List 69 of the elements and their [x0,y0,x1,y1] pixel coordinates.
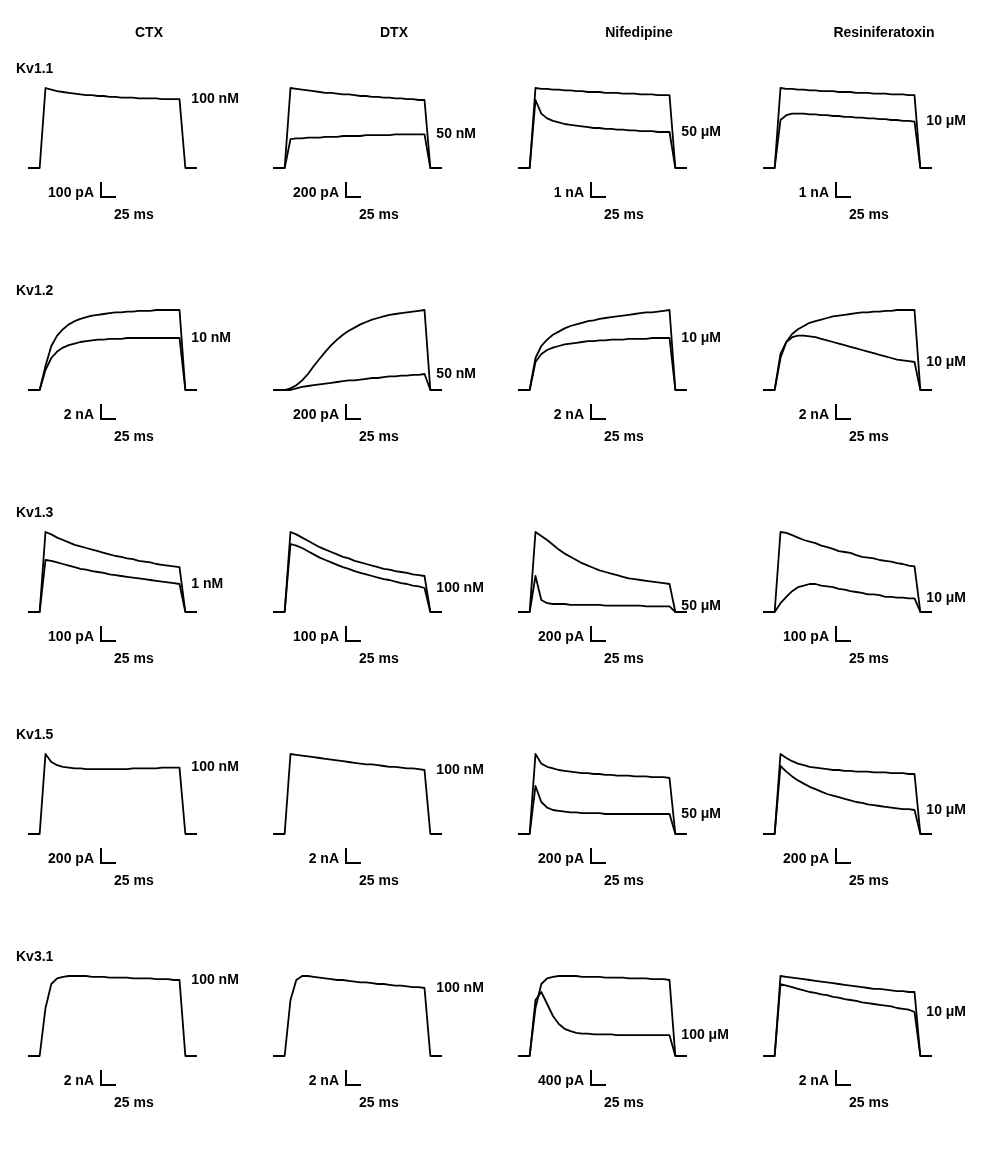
series-label: 10 μM [926,1002,967,1019]
text: 25 ms [359,428,399,444]
text: 100 pA [292,628,339,644]
text: 2 nA [797,406,829,422]
text: 25 ms [114,650,154,666]
text: 200 pA [537,850,584,866]
series-label: 50 nM [436,125,477,142]
series-label: 100 nM [436,578,484,595]
text: 2 nA [552,406,584,422]
text: 25 ms [849,206,889,222]
text: 25 ms [849,1094,889,1110]
series-label: 100 nM [436,760,484,777]
text: 2 nA [307,1072,339,1088]
text: 200 pA [537,628,584,644]
text: 25 ms [359,872,399,888]
text: 1 nA [797,184,829,200]
text: 400 pA [537,1072,584,1088]
series-label: 10 μM [926,589,967,606]
text: 25 ms [604,428,644,444]
text: 2 nA [797,1072,829,1088]
series-label: 50 μM [681,122,722,139]
chart-title: DTX [379,24,409,40]
chart-title: Resiniferatoxin [832,24,936,40]
text: 2 nA [307,850,339,866]
text: 2 nA [62,1072,94,1088]
text: 25 ms [114,872,154,888]
series-label: 10 μM [926,112,967,129]
text: 25 ms [604,1094,644,1110]
series-label: 10 μM [926,800,967,817]
text: 25 ms [604,206,644,222]
series-label: 100 nM [436,978,484,995]
series-label: 1 nM [191,574,224,591]
text: 200 pA [47,850,94,866]
text: 25 ms [849,872,889,888]
series-label: 50 μM [681,597,722,614]
text: 25 ms [849,650,889,666]
text: 25 ms [849,428,889,444]
text: Kv1.3 [16,504,54,520]
text: Kv1.2 [16,282,54,298]
text: 100 pA [47,628,94,644]
chart-title: Nifedipine [604,24,674,40]
text: 25 ms [114,206,154,222]
text: Kv3.1 [16,948,54,964]
series-label: 100 μM [681,1026,729,1043]
series-label: 10 μM [926,352,967,369]
series-label: 10 μM [681,328,722,345]
chart-title: CTX [134,24,164,40]
text: 100 pA [782,628,829,644]
text: 25 ms [604,872,644,888]
text: 200 pA [292,184,339,200]
text: Kv1.1 [16,60,54,76]
series-label: 100 nM [191,970,239,987]
text: Kv1.5 [16,726,54,742]
series-label: 10 nM [191,328,232,345]
text: 200 pA [292,406,339,422]
text: 1 nA [552,184,584,200]
text: 25 ms [114,428,154,444]
text: 25 ms [114,1094,154,1110]
text: 25 ms [359,206,399,222]
text: 25 ms [359,650,399,666]
series-label: 50 nM [436,364,477,381]
series-label: 100 nM [191,758,239,775]
series-label: 50 μM [681,804,722,821]
series-label: 100 nM [191,90,239,107]
text: 100 pA [47,184,94,200]
text: 25 ms [359,1094,399,1110]
text: 25 ms [604,650,644,666]
text: 2 nA [62,406,94,422]
text: 200 pA [782,850,829,866]
